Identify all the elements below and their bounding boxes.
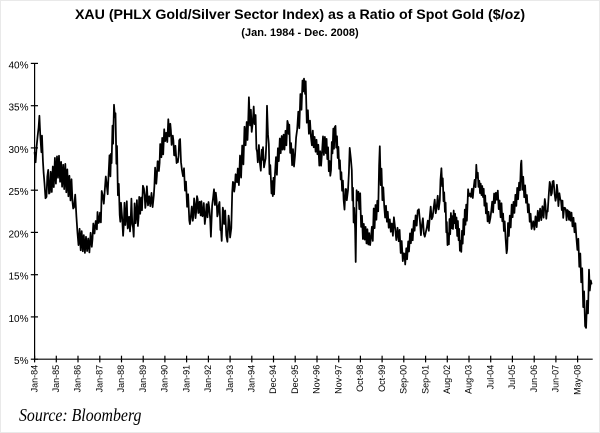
svg-text:Jan-89: Jan-89 xyxy=(138,365,148,393)
svg-text:Jan-88: Jan-88 xyxy=(116,365,126,393)
svg-text:Jan-90: Jan-90 xyxy=(160,365,170,393)
svg-text:Jan-91: Jan-91 xyxy=(181,365,191,393)
svg-text:Jul-04: Jul-04 xyxy=(485,365,495,390)
svg-text:Jun-07: Jun-07 xyxy=(551,365,561,393)
svg-text:Jun-06: Jun-06 xyxy=(529,365,539,393)
svg-text:Sep-00: Sep-00 xyxy=(399,365,409,394)
svg-text:Jan-85: Jan-85 xyxy=(51,365,61,393)
svg-text:30%: 30% xyxy=(8,145,28,156)
svg-text:Jan-93: Jan-93 xyxy=(225,365,235,393)
svg-text:Jan-86: Jan-86 xyxy=(73,365,83,393)
svg-text:May-08: May-08 xyxy=(572,365,582,395)
svg-text:Jan-94: Jan-94 xyxy=(247,365,257,393)
svg-text:Aug-02: Aug-02 xyxy=(442,365,452,394)
svg-text:Jan-92: Jan-92 xyxy=(203,365,213,393)
svg-text:Dec-95: Dec-95 xyxy=(290,365,300,394)
svg-text:Dec-94: Dec-94 xyxy=(268,365,278,394)
svg-text:Oct-98: Oct-98 xyxy=(355,365,365,392)
svg-text:15%: 15% xyxy=(8,272,28,283)
svg-text:Oct-99: Oct-99 xyxy=(377,365,387,392)
svg-text:Jan-87: Jan-87 xyxy=(95,365,105,393)
svg-text:Nov-97: Nov-97 xyxy=(333,365,343,394)
svg-text:Aug-03: Aug-03 xyxy=(464,365,474,394)
svg-text:Nov-96: Nov-96 xyxy=(312,365,322,394)
svg-text:20%: 20% xyxy=(8,229,28,240)
svg-text:Jan-84: Jan-84 xyxy=(29,365,39,393)
svg-text:40%: 40% xyxy=(8,60,28,71)
svg-text:5%: 5% xyxy=(14,356,29,367)
svg-text:Jul-05: Jul-05 xyxy=(507,365,517,390)
svg-text:Sep-01: Sep-01 xyxy=(420,365,430,394)
svg-text:35%: 35% xyxy=(8,103,28,114)
svg-text:25%: 25% xyxy=(8,187,28,198)
svg-text:10%: 10% xyxy=(8,314,28,325)
